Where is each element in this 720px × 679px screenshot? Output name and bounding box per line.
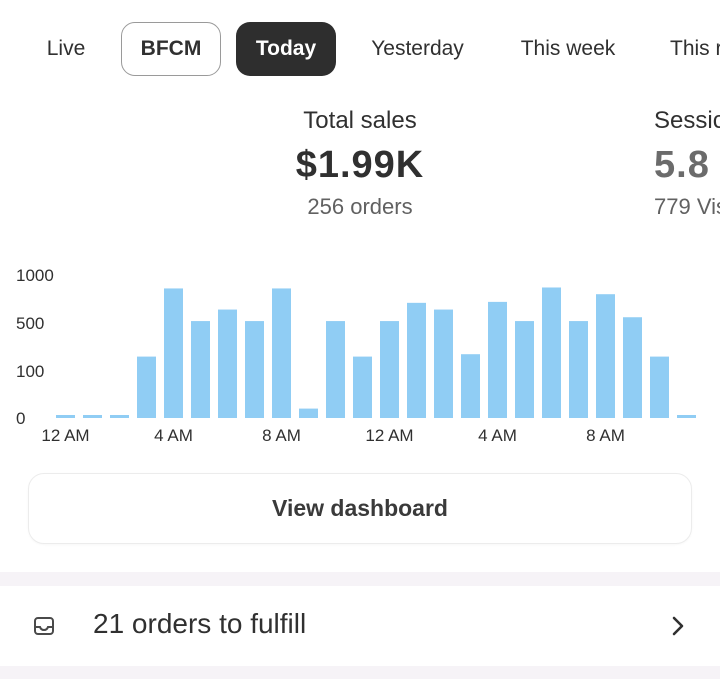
chart-bar: [56, 415, 75, 418]
chart-bar: [677, 415, 696, 418]
chart-bar: [191, 321, 210, 418]
chart-bar: [272, 288, 291, 418]
chart-bar: [461, 354, 480, 418]
tab-live[interactable]: Live: [46, 37, 86, 60]
chart-bar: [650, 356, 669, 418]
y-tick-label: 0: [16, 409, 25, 428]
orders-to-fulfill-row[interactable]: 21 orders to fulfill: [0, 586, 720, 666]
x-tick-label: 8 AM: [262, 426, 301, 445]
chart-bar: [515, 321, 534, 418]
x-tick-label: 12 AM: [41, 426, 89, 445]
chart-bar: [434, 309, 453, 418]
orders-to-fulfill-label: 21 orders to fulfill: [93, 608, 307, 639]
chart-bar: [488, 301, 507, 418]
chart-bar: [407, 302, 426, 418]
tab-this-week[interactable]: This week: [520, 37, 616, 60]
chart-bar: [569, 321, 588, 418]
chart-bar: [380, 321, 399, 418]
sessions-label: Sessic: [654, 107, 720, 134]
chart-bar: [353, 356, 372, 418]
inbox-icon: [34, 617, 54, 635]
visitors-count: 779 Vis: [654, 194, 720, 219]
total-sales-label: Total sales: [303, 107, 417, 134]
chart-bar: [623, 317, 642, 418]
section-divider: [0, 572, 720, 586]
x-tick-label: 8 AM: [586, 426, 625, 445]
x-tick-label: 12 AM: [365, 426, 413, 445]
section-divider-bottom: [0, 666, 720, 679]
orders-count: 256 orders: [307, 194, 413, 219]
chart-bar: [596, 294, 615, 418]
sessions-value: 5.8: [654, 144, 710, 186]
y-tick-label: 1000: [16, 266, 54, 285]
chart-bar: [326, 321, 345, 418]
chart-bar: [542, 287, 561, 418]
chart-bar: [164, 288, 183, 418]
tab-bfcm[interactable]: BFCM: [121, 22, 221, 76]
chart-bar: [137, 356, 156, 418]
date-range-tabs: Live BFCM Today Yesterday This week This…: [0, 0, 720, 100]
total-sales-metric[interactable]: Total sales $1.99K 256 orders: [250, 104, 470, 222]
x-tick-label: 4 AM: [154, 426, 193, 445]
chart-bar: [218, 309, 237, 418]
y-tick-label: 100: [16, 362, 44, 381]
chevron-right-icon: [672, 616, 684, 636]
view-dashboard-button[interactable]: View dashboard: [28, 473, 692, 544]
sessions-metric[interactable]: Sessic 5.8 779 Vis: [654, 104, 720, 222]
x-tick-label: 4 AM: [478, 426, 517, 445]
tab-today[interactable]: Today: [236, 22, 336, 76]
chart-bar: [83, 415, 102, 418]
y-tick-label: 500: [16, 314, 44, 333]
chart-bar: [245, 321, 264, 418]
chart-bar: [299, 408, 318, 418]
total-sales-value: $1.99K: [295, 144, 425, 186]
tab-yesterday[interactable]: Yesterday: [371, 37, 464, 60]
chart-bar: [110, 415, 129, 418]
tab-this-month-partial[interactable]: This r: [670, 37, 720, 60]
